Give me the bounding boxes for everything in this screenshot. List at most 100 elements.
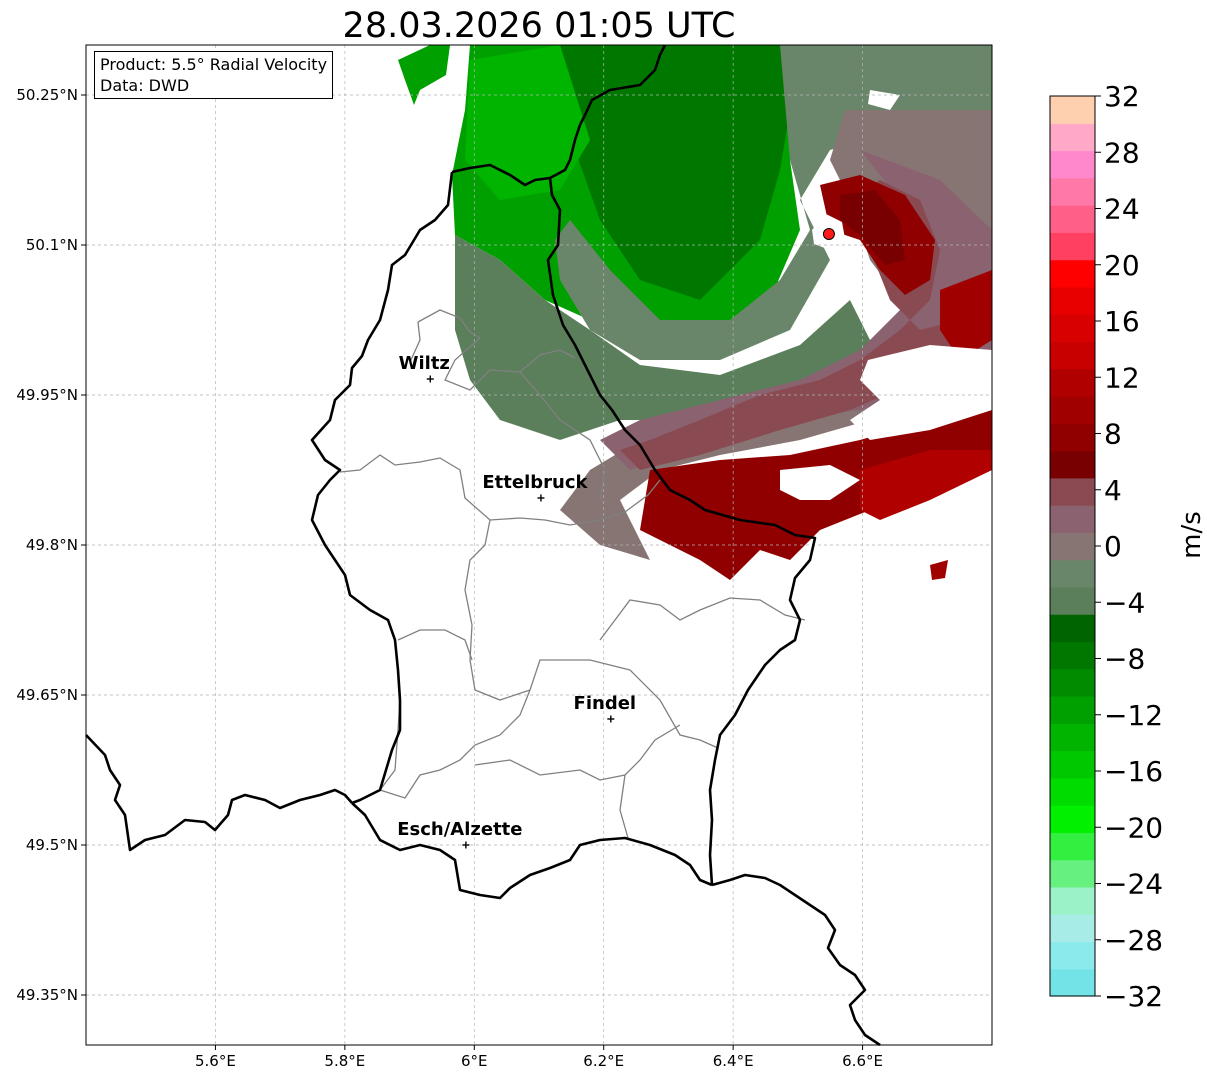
colorbar-tick-label: 12 [1104,361,1140,394]
colorbar-segment [1050,941,1095,970]
colorbar-segment [1050,586,1095,615]
city-label: Ettelbruck [482,472,588,493]
city-label: Esch/Alzette [397,819,522,840]
border-france-belgium-west [85,734,353,852]
colorbar-segment [1050,477,1095,506]
colorbar-segment [1050,723,1095,752]
colorbar-tick-label: −32 [1104,980,1163,1013]
velocity-region-green-inner [560,45,790,300]
x-tick-label: 6°E [461,1052,488,1070]
colorbar-segment [1050,177,1095,206]
city-label: Findel [574,693,637,714]
map-grid [86,45,992,1045]
canton-border-remich [629,669,719,749]
radar-velocity-field [398,45,992,580]
canton-border-wiltz-clervaux [339,454,661,526]
colorbar-tick-label: 8 [1104,418,1122,451]
colorbar-segment [1050,205,1095,233]
colorbar-segment [1050,559,1095,588]
border-luxembourg-south [351,802,713,900]
canton-border-esch [474,724,681,781]
colorbar-segment [1050,968,1095,997]
colorbar-tick-label: −24 [1104,868,1163,901]
colorbar-tick-label: 16 [1104,305,1140,338]
canton-border-north [417,309,576,391]
map-title: 28.03.2026 01:05 UTC [342,6,736,46]
canton-border-luxembourg [397,629,473,661]
colorbar-segment [1050,396,1095,424]
colorbar-segment [1050,859,1095,888]
canton-border-ettelbruck [519,371,606,501]
colorbar-segment [1050,96,1095,124]
canton-border-mersch [464,519,631,701]
colorbar-unit-label: m/s [1176,511,1207,559]
colorbar-segment [1050,832,1095,861]
no-data-gap-east [850,345,992,440]
colorbar-segment [1050,505,1095,533]
colorbar-segment [1050,232,1095,261]
colorbar-segment [1050,368,1095,397]
colorbar-tick-label: −16 [1104,755,1163,788]
country-borders [85,44,881,1047]
canton-border-center-south [378,689,531,799]
border-luxembourg-belgium [451,163,817,886]
colorbar-tick-label: 4 [1104,474,1122,507]
city-label: Wiltz [399,353,450,374]
colorbar-tick-label: 20 [1104,249,1140,282]
city-esch-alzette: Esch/Alzette [397,819,523,849]
border-luxembourg-west [310,171,454,805]
city-layer: Wiltz Ettelbruck Findel Esch/Alzette [397,353,636,849]
x-tick-label: 6.6°E [842,1052,883,1070]
velocity-region-red-band-east [940,270,992,360]
x-tick-label: 5.6°E [195,1052,236,1070]
colorbar-segment [1050,423,1095,452]
y-tick-label: 49.5°N [26,836,78,854]
canton-border-wiltz-west [409,321,421,363]
colorbar-tick-label: 24 [1104,193,1140,226]
x-tick-label: 6.2°E [583,1052,624,1070]
velocity-region-red-speck [930,560,948,580]
colorbar-segment [1050,805,1095,833]
colorbar-segment [1050,532,1095,561]
border-germany-france [711,873,881,1047]
colorbar-tick-label: −28 [1104,924,1163,957]
colorbar-tick-label: 0 [1104,530,1122,563]
colorbar-segment [1050,259,1095,288]
colorbar-tick-label: −4 [1104,586,1145,619]
city-findel: Findel [574,693,637,723]
product-label: Product: 5.5° Radial Velocity [100,55,328,74]
colorbar-segment [1050,668,1095,697]
colorbar-tick-label: 28 [1104,136,1140,169]
colorbar-segment [1050,123,1095,152]
border-belgium-germany-north [549,44,667,180]
canton-borders [339,309,806,839]
radar-site-marker [822,228,835,240]
colorbar-segment [1050,450,1095,479]
colorbar-segment [1050,777,1095,806]
canton-border-esch-east [619,774,629,839]
y-tick-label: 49.8°N [26,536,78,554]
colorbar-segment [1050,614,1095,643]
y-tick-label: 49.65°N [16,686,78,704]
x-tick-label: 5.8°E [324,1052,365,1070]
canton-border-grevenmacher [599,597,806,641]
colorbar-segment [1050,341,1095,370]
city-wiltz: Wiltz [399,353,450,383]
colorbar-tick-label: −12 [1104,699,1163,732]
colorbar-segment [1050,150,1095,179]
colorbar-tick-label: −20 [1104,811,1163,844]
velocity-region-red-band-se [860,450,992,520]
colorbar-segment [1050,286,1095,315]
colorbar-segment [1050,886,1095,915]
colorbar: 32 28 24 20 16 12 8 4 0 −4 −8 −12 −16 −20 −24 −28 −32 [1049,80,1163,1013]
y-tick-label: 50.25°N [16,86,78,104]
plot-area: Wiltz Ettelbruck Findel Esch/Alzette 5.6°E 5… [16,44,993,1070]
data-source-label: Data: DWD [100,76,190,95]
colorbar-segment [1050,750,1095,779]
no-data-gap-south [780,465,860,500]
colorbar-segment [1050,696,1095,724]
y-tick-label: 49.35°N [16,986,78,1004]
city-ettelbruck: Ettelbruck [482,472,589,502]
colorbar-segment [1050,641,1095,670]
